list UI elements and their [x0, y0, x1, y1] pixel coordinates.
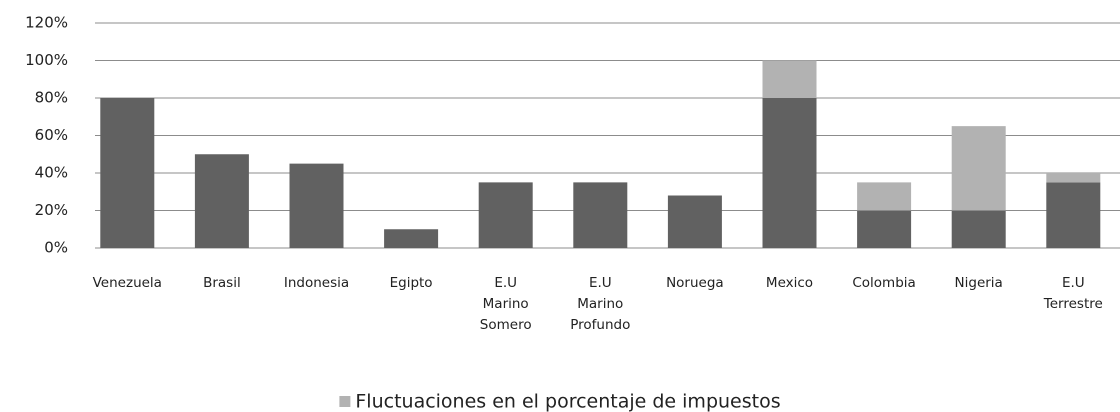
- bar-segment: [762, 98, 817, 248]
- bar-segment: [667, 195, 722, 248]
- bar-segment: [1046, 182, 1101, 248]
- bar-segment: [289, 163, 344, 248]
- x-tick-label: Colombia: [852, 275, 916, 291]
- bar-segment: [1046, 173, 1101, 183]
- y-tick-label: 60%: [35, 126, 68, 144]
- x-tick-label: Egipto: [389, 275, 433, 291]
- bar-segment: [384, 229, 439, 248]
- bar-segment: [951, 210, 1006, 248]
- x-tick-label: E.U Marino Somero: [479, 275, 532, 333]
- bar-segment: [762, 60, 817, 98]
- bar-segment: [857, 182, 912, 211]
- y-tick-label: 80%: [35, 89, 68, 107]
- y-tick-label: 0%: [44, 239, 68, 257]
- bar-segment: [194, 154, 249, 248]
- bar-segment: [857, 210, 912, 248]
- y-tick-label: 120%: [25, 14, 68, 32]
- x-tick-label: Indonesia: [283, 275, 350, 291]
- x-tick-label: Nigeria: [954, 275, 1003, 291]
- legend-label: Fluctuaciones en el porcentaje de impues…: [355, 391, 780, 412]
- y-tick-label: 40%: [35, 164, 68, 182]
- y-tick-label: 20%: [35, 201, 68, 219]
- x-tick-label: Venezuela: [92, 275, 162, 291]
- bar-segment: [478, 182, 533, 248]
- y-tick-label: 100%: [25, 51, 68, 69]
- x-tick-label: Noruega: [666, 275, 724, 291]
- bar-segment: [100, 98, 155, 248]
- x-tick-label: Mexico: [765, 275, 814, 291]
- x-tick-label: Brasil: [203, 275, 241, 291]
- legend-swatch: [339, 396, 351, 407]
- x-tick-label: E.U Marino Profundo: [570, 275, 631, 333]
- bar-segment: [573, 182, 628, 248]
- x-tick-label: E.U Terrestre: [1043, 275, 1103, 312]
- bar-segment: [951, 126, 1006, 211]
